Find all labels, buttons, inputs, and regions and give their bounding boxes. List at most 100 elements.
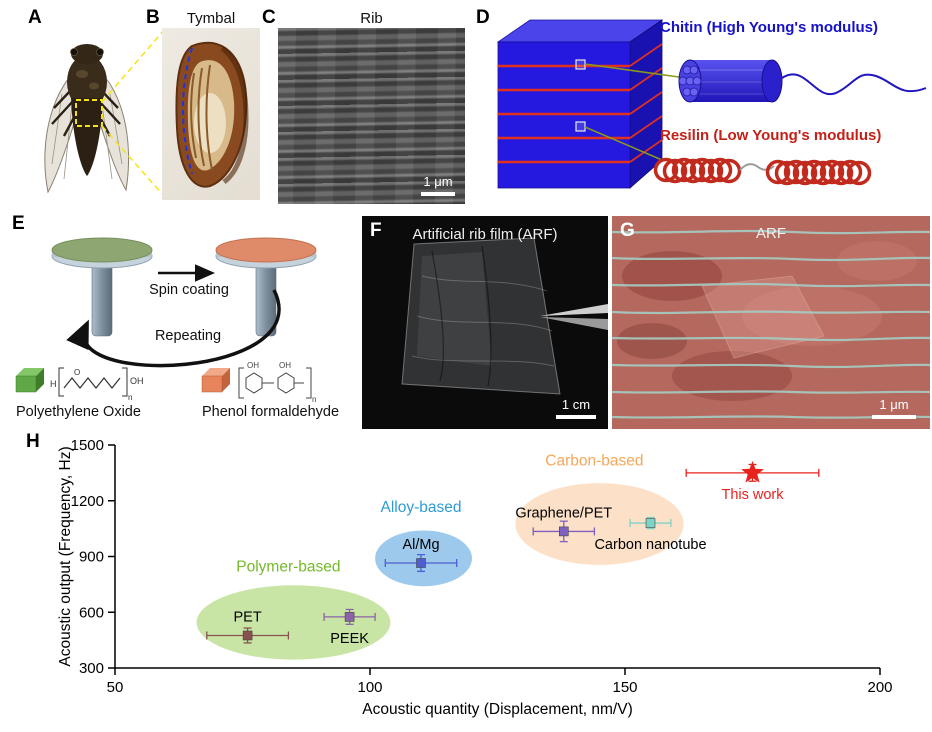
spin-coating-label: Spin coating (149, 282, 229, 298)
point-label-0: PET (233, 609, 261, 625)
resilin-label: Resilin (Low Young's modulus) (660, 127, 881, 144)
fibril-circles (678, 65, 702, 97)
pf-cube-side (222, 368, 230, 392)
svg-text:n: n (128, 393, 132, 402)
y-axis-title: Acoustic output (Frequency, Hz) (57, 446, 74, 666)
tymbal-dashed-outline (182, 47, 193, 175)
film-folds (431, 245, 492, 387)
x-tick-label: 150 (612, 679, 637, 696)
layered-structure-diagram: Chitin (High Young's modulus) Resilin (L… (496, 19, 927, 189)
pf-cube-front (201, 375, 223, 393)
resilin-layer-lines (498, 43, 663, 164)
panel-e-label: E (12, 213, 25, 234)
repeating-label: Repeating (155, 328, 221, 344)
chitin-fiber-tail (781, 73, 927, 96)
y-tick-label: 300 (79, 660, 104, 677)
data-point-4 (645, 518, 656, 528)
svg-text:OH: OH (247, 361, 259, 370)
tymbal-highlight-box (75, 99, 103, 127)
panel-g-scalebar-line (872, 415, 916, 419)
right-disc-pf-layer (215, 237, 317, 263)
layer-lines (612, 229, 930, 419)
point-label-4: Carbon nanotube (594, 537, 706, 553)
group-label-0: Polymer-based (236, 558, 340, 575)
arf-sem-image: G ARF 1 μm (612, 216, 930, 429)
sem-patch (742, 286, 882, 346)
tymbal-ribs (190, 64, 213, 171)
arf-photo: F Artificial rib film (ARF) 1 cm (362, 216, 608, 429)
resilin-coil-right (765, 159, 872, 186)
chitin-cylinder (690, 60, 772, 102)
cicada-thorax (67, 55, 107, 109)
chitin-label: Chitin (High Young's modulus) (660, 19, 878, 36)
cicada-legs (51, 88, 121, 137)
data-point-1 (344, 612, 355, 622)
y-tick-label: 600 (79, 604, 104, 621)
resilin-zoom-box (575, 121, 586, 132)
tweezers-upper (540, 304, 608, 316)
x-tick-label: 200 (867, 679, 892, 696)
panel-b-title: Tymbal (186, 10, 236, 27)
panel-f-scalebar-text: 1 cm (561, 396, 591, 412)
y-tick-label: 900 (79, 549, 104, 566)
group-label-1: Alloy-based (381, 499, 462, 516)
sem-patch (622, 251, 722, 301)
svg-text:n: n (312, 395, 316, 404)
resilin-coil-left (653, 157, 742, 184)
panel-g-title: ARF (756, 225, 786, 242)
svg-text:OH: OH (130, 376, 144, 386)
spin-coating-diagram: Spin coating Repeating H O n OH Polyethy… (15, 237, 339, 420)
peo-cube-front (15, 375, 37, 393)
panel-a-label: A (28, 7, 42, 28)
panel-g-scalebar-text: 1 μm (879, 396, 909, 412)
data-point-0 (242, 630, 253, 641)
wing-veins (51, 93, 123, 180)
svg-text:O: O (74, 368, 80, 377)
tymbal-photo (162, 28, 260, 200)
panel-h-label: H (26, 431, 40, 452)
arf-film-illustration (401, 237, 608, 395)
data-point-star-5 (741, 460, 764, 483)
x-tick-label: 50 (107, 679, 124, 696)
tymbal-center (194, 93, 226, 153)
acoustic-performance-chart: Polymer-based Alloy-based Carbon-based 50 10… (57, 440, 893, 718)
arf-sem-texture (612, 216, 930, 429)
point-label-3: Graphene/PET (515, 505, 612, 521)
cicada-abdomen (71, 98, 103, 176)
left-spinner-stand (91, 263, 113, 337)
film-wrinkles (411, 275, 555, 367)
film-highlight (417, 252, 492, 366)
panel-g-label: G (620, 220, 635, 241)
panel-c-title: Rib (360, 10, 383, 27)
body-marking (89, 82, 99, 90)
cicada-eye-left (70, 48, 78, 56)
peo-cube-top (16, 368, 44, 376)
peo-chemical-structure: H O n OH (50, 367, 144, 402)
panel-f-scalebar: 1 cm (556, 396, 596, 419)
y-tick-label: 1500 (71, 440, 104, 454)
rib-sem-image: 1 μm (278, 28, 465, 204)
sem-patch (672, 351, 792, 401)
svg-text:H: H (50, 379, 57, 389)
tweezers-lower (540, 317, 608, 330)
tymbal-illustration (175, 41, 249, 188)
group-ellipse-2 (515, 483, 684, 565)
cicada-photo (44, 44, 130, 194)
point-label-2: Al/Mg (402, 537, 439, 553)
panel-f-title: Artificial rib film (ARF) (412, 226, 558, 243)
pf-cube-top (202, 368, 230, 376)
group-ellipse-0 (196, 585, 391, 660)
group-label-2: Carbon-based (545, 452, 643, 469)
panel-c-scalebar-line (421, 192, 455, 196)
chitin-pointer-line (584, 63, 687, 79)
panel-c-scalebar: 1 μm (421, 174, 455, 196)
tymbal-rim (220, 46, 249, 185)
panel-d-label: D (476, 7, 490, 28)
panel-c-label: C (262, 7, 276, 28)
data-point-3 (558, 526, 569, 537)
pf-chemical-structure: OH OH n (238, 361, 316, 404)
cicada-eye-right (96, 48, 104, 56)
body-marking (76, 70, 88, 78)
x-tick-label: 100 (357, 679, 382, 696)
